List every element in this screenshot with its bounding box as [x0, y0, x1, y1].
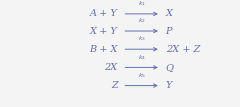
Text: 2X + Z: 2X + Z — [166, 45, 200, 54]
Text: $k_1$: $k_1$ — [138, 0, 146, 8]
Text: X: X — [166, 9, 173, 18]
Text: $k_3$: $k_3$ — [138, 34, 146, 43]
Text: X + Y: X + Y — [90, 27, 118, 36]
Text: A + Y: A + Y — [90, 9, 118, 18]
Text: B + X: B + X — [89, 45, 118, 54]
Text: Y: Y — [166, 81, 172, 90]
Text: $k_2$: $k_2$ — [138, 16, 146, 25]
Text: 2X: 2X — [104, 63, 118, 72]
Text: P: P — [166, 27, 172, 36]
Text: Z: Z — [111, 81, 118, 90]
Text: $k_4$: $k_4$ — [138, 53, 146, 62]
Text: Q: Q — [166, 63, 174, 72]
Text: $k_5$: $k_5$ — [138, 71, 146, 80]
